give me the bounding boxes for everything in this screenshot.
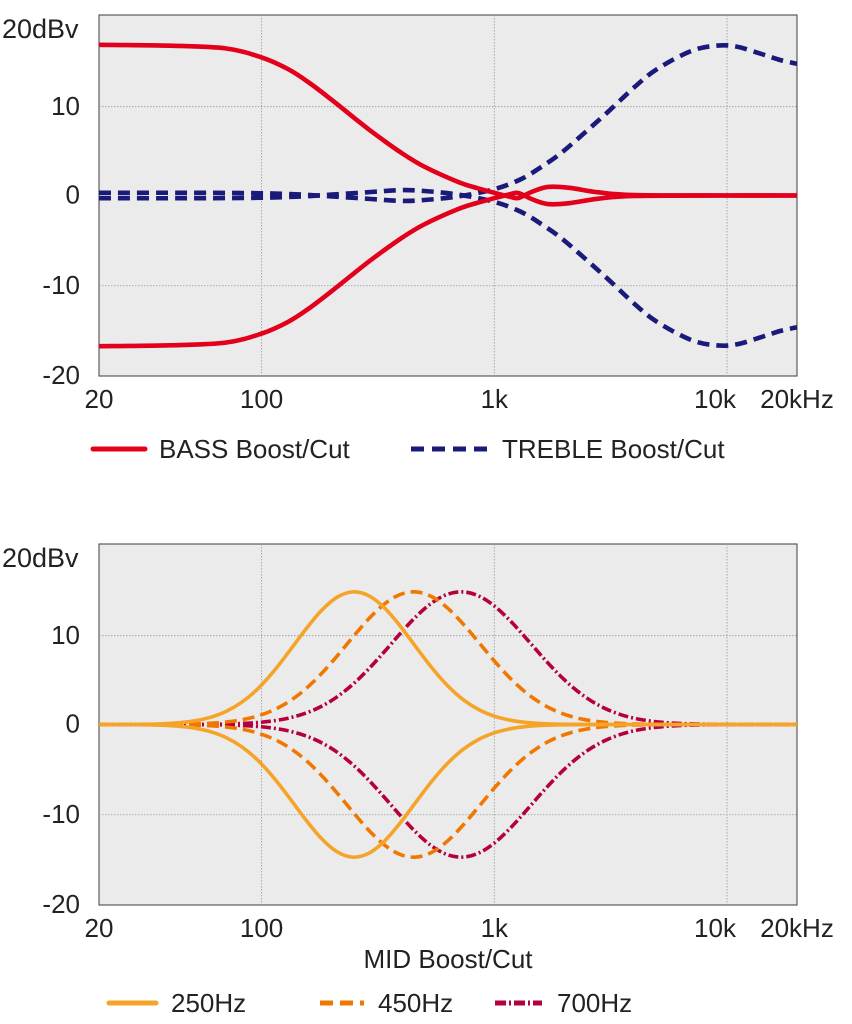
- svg-text:MID Boost/Cut: MID Boost/Cut: [363, 944, 533, 974]
- svg-text:20kHz: 20kHz: [760, 384, 834, 414]
- svg-text:TREBLE Boost/Cut: TREBLE Boost/Cut: [502, 434, 725, 464]
- svg-text:20: 20: [85, 913, 114, 943]
- svg-text:10: 10: [51, 91, 80, 121]
- svg-text:250Hz: 250Hz: [171, 988, 246, 1018]
- svg-text:10: 10: [51, 620, 80, 650]
- svg-text:BASS Boost/Cut: BASS Boost/Cut: [159, 434, 351, 464]
- svg-text:700Hz: 700Hz: [557, 988, 632, 1018]
- svg-text:1k: 1k: [481, 384, 509, 414]
- svg-text:10k: 10k: [694, 913, 737, 943]
- svg-text:1k: 1k: [481, 913, 509, 943]
- svg-text:20kHz: 20kHz: [760, 913, 834, 943]
- svg-text:20: 20: [85, 384, 114, 414]
- svg-text:20dBv: 20dBv: [2, 14, 79, 44]
- svg-text:-10: -10: [42, 799, 80, 829]
- svg-text:100: 100: [240, 384, 283, 414]
- svg-text:0: 0: [66, 180, 80, 210]
- svg-text:20dBv: 20dBv: [2, 543, 79, 573]
- svg-text:-20: -20: [42, 360, 80, 390]
- svg-text:10k: 10k: [694, 384, 737, 414]
- svg-text:450Hz: 450Hz: [378, 988, 453, 1018]
- svg-text:100: 100: [240, 913, 283, 943]
- svg-text:0: 0: [66, 709, 80, 739]
- svg-text:-20: -20: [42, 889, 80, 919]
- svg-text:-10: -10: [42, 270, 80, 300]
